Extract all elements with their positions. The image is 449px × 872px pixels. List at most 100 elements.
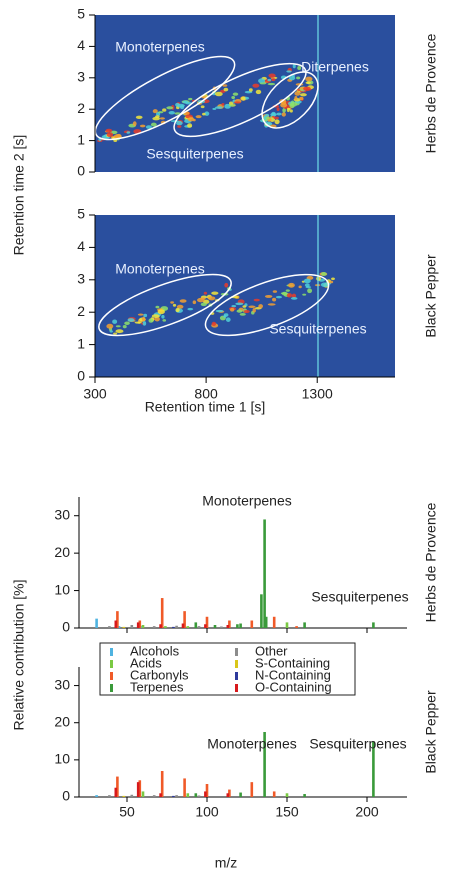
bar [183, 778, 186, 797]
spot [233, 101, 242, 104]
bar [172, 795, 175, 797]
bar [130, 625, 134, 628]
bar [205, 616, 209, 628]
y-tick-label: 30 [54, 676, 70, 692]
bar [236, 624, 239, 628]
spot [232, 92, 239, 96]
ellipse [173, 62, 307, 138]
spot [248, 305, 256, 309]
spot [288, 282, 295, 288]
annotation: Sesquiterpenes [309, 736, 406, 752]
bar [197, 795, 201, 797]
spot [105, 128, 113, 133]
spot [305, 76, 313, 82]
ellipse [98, 273, 232, 337]
bar [175, 625, 178, 628]
spot [166, 106, 174, 110]
bar [239, 792, 242, 797]
bar [95, 795, 98, 797]
spot [223, 315, 227, 318]
bar [226, 625, 230, 628]
bar [260, 594, 263, 628]
bar [303, 622, 306, 628]
y-tick-label: 10 [54, 751, 70, 767]
spot [155, 305, 160, 309]
bar [141, 625, 145, 628]
spot [289, 109, 293, 113]
spot [305, 81, 311, 84]
legend-swatch [235, 648, 238, 656]
bar [122, 626, 126, 628]
legend-label: Carbonyls [130, 667, 189, 682]
bar [205, 784, 209, 797]
spot [157, 111, 164, 114]
bar [194, 793, 198, 797]
annotation: Monoterpenes [202, 493, 292, 509]
spot [223, 87, 229, 92]
spot [290, 297, 298, 300]
bar [263, 519, 266, 628]
spot [137, 313, 144, 316]
spot [207, 296, 216, 301]
bar [186, 793, 190, 797]
spot [162, 319, 167, 322]
spot [170, 301, 175, 304]
spot [231, 95, 236, 100]
x-tick-label: 300 [83, 386, 107, 402]
y-tick-label: 2 [77, 303, 85, 319]
spot [113, 134, 122, 139]
spot [212, 107, 217, 111]
bar [204, 791, 207, 797]
spot [203, 291, 208, 295]
spot [200, 297, 206, 300]
spot [299, 96, 304, 101]
bar [285, 622, 289, 628]
spot [320, 272, 327, 276]
bar [228, 789, 231, 797]
bar [239, 623, 242, 628]
spot [242, 305, 247, 308]
bar [272, 791, 276, 797]
bar [194, 622, 198, 628]
spot [272, 290, 278, 293]
bar [172, 626, 175, 628]
spot [187, 117, 195, 122]
spot [204, 111, 210, 116]
y-axis-label: Relative contribution [%] [11, 580, 27, 731]
spot [302, 293, 307, 296]
spot [298, 285, 302, 289]
y-tick-label: 30 [54, 506, 70, 522]
spot [305, 286, 312, 289]
spot [258, 304, 263, 309]
spot [255, 89, 262, 95]
spot [294, 91, 301, 96]
spot [192, 300, 197, 305]
spot [286, 107, 290, 113]
spot [182, 100, 189, 104]
spot [137, 321, 141, 324]
spot [228, 104, 236, 107]
annotation: Monoterpenes [115, 39, 205, 55]
spot [187, 123, 193, 128]
spot [281, 291, 288, 296]
spot [276, 107, 280, 112]
spot [177, 103, 185, 108]
panel-label: Herbs de Provence [423, 502, 439, 622]
y-tick-label: 3 [77, 69, 85, 85]
annotation: Monoterpenes [115, 261, 205, 277]
panel-label: Herbs de Provence [423, 33, 439, 153]
bar [117, 626, 121, 628]
spot [252, 83, 260, 88]
spot [174, 112, 181, 115]
x-axis-label: m/z [215, 855, 238, 871]
spot [211, 291, 219, 295]
legend-swatch [235, 660, 238, 668]
bar [372, 622, 375, 628]
spot [258, 78, 266, 84]
annotation: Sesquiterpenes [269, 321, 366, 337]
spot [281, 112, 286, 117]
legend-box [99, 642, 356, 696]
spot [303, 86, 311, 91]
ellipse [94, 55, 236, 141]
spot [168, 111, 175, 115]
